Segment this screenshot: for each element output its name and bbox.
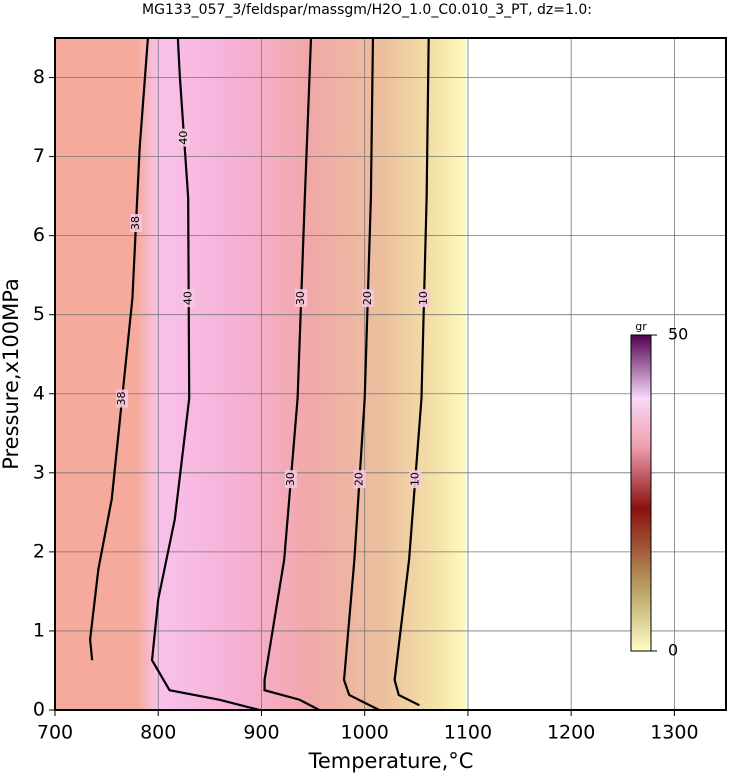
x-tick-label: 1000 (341, 722, 389, 744)
x-tick-label: 900 (243, 722, 279, 744)
contour-line (263, 37, 320, 711)
x-tick-label: 1200 (547, 722, 595, 744)
contour-label: 10 (417, 291, 430, 305)
y-tick-label: 1 (33, 619, 45, 641)
contour-label: 40 (182, 291, 195, 305)
contour-label-bg (116, 389, 129, 408)
contour-label: 20 (353, 472, 366, 486)
x-tick-label: 700 (37, 722, 73, 744)
x-axis-label: Temperature,°C (308, 749, 474, 773)
colorbar (630, 334, 652, 652)
colorbar-label: gr (635, 320, 647, 333)
contour-label-bg (284, 470, 297, 489)
contour-line (342, 37, 380, 711)
x-tick-label: 1100 (444, 722, 492, 744)
contour-line (393, 37, 430, 707)
y-tick-label: 6 (33, 224, 45, 246)
x-tick-label: 1300 (650, 722, 698, 744)
y-axis-label: Pressure,x100MPa (0, 278, 23, 470)
contour-label: 30 (284, 472, 297, 486)
contour-label-bg (353, 470, 366, 489)
y-tick-label: 7 (33, 145, 45, 167)
contour-label-bg (418, 289, 431, 308)
x-tick-label: 800 (140, 722, 176, 744)
y-tick-label: 8 (33, 66, 45, 88)
field-fill (55, 38, 466, 710)
y-tick-label: 4 (33, 382, 45, 404)
contour-label-bg (361, 289, 374, 308)
contour-label: 10 (408, 472, 421, 486)
contour-label-bg (295, 289, 308, 308)
y-tick-label: 3 (33, 461, 45, 483)
chart-title: MG133_057_3/feldspar/massgm/H2O_1.0_C0.0… (142, 2, 592, 18)
contour-label-bg (182, 289, 195, 308)
contour-label: 30 (294, 291, 307, 305)
contour-label: 40 (177, 131, 190, 145)
colorbar-tick-label: 0 (668, 641, 678, 660)
y-tick-label: 5 (33, 303, 45, 325)
y-tick-label: 0 (33, 699, 45, 721)
contour-label: 38 (129, 216, 142, 230)
plot-frame (54, 37, 727, 711)
contour-label: 38 (115, 392, 128, 406)
contour-line (88, 37, 150, 661)
contour-label: 20 (361, 291, 374, 305)
y-tick-label: 2 (33, 540, 45, 562)
contour-label-bg (178, 128, 191, 147)
contour-label-bg (130, 213, 143, 232)
contour-label-bg (409, 470, 422, 489)
colorbar-tick-label: 50 (668, 325, 688, 344)
